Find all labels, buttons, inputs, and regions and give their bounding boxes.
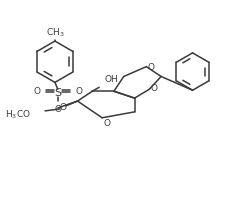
Text: H$_3$CO: H$_3$CO — [5, 109, 31, 121]
Text: S: S — [54, 88, 62, 98]
Text: OH: OH — [104, 75, 118, 84]
Text: O: O — [103, 119, 110, 128]
Text: CH$_3$: CH$_3$ — [46, 27, 64, 39]
Text: O: O — [54, 105, 61, 114]
Text: O: O — [147, 63, 154, 72]
Text: O: O — [33, 87, 40, 96]
Text: O: O — [59, 103, 66, 112]
Text: O: O — [76, 87, 83, 96]
Text: O: O — [150, 84, 157, 93]
